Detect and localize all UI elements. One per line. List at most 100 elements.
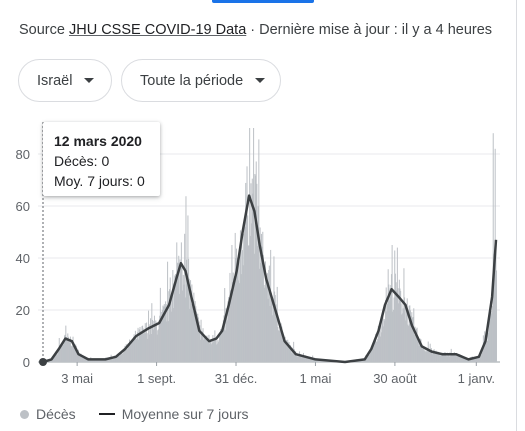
death-bar xyxy=(306,356,308,362)
death-bar xyxy=(212,335,214,362)
death-bar xyxy=(148,324,150,362)
death-bar xyxy=(64,335,66,362)
death-bar xyxy=(189,308,191,362)
death-bar xyxy=(223,315,225,362)
death-bar xyxy=(280,331,282,362)
death-bar xyxy=(109,357,111,362)
death-bar xyxy=(226,308,228,362)
avg-7-days-line xyxy=(42,194,498,364)
death-bar xyxy=(59,349,61,362)
death-bar xyxy=(302,357,304,362)
death-bar xyxy=(232,272,234,362)
death-bar xyxy=(414,326,416,362)
death-bar xyxy=(106,359,108,362)
death-bar xyxy=(447,356,449,362)
death-bar xyxy=(79,353,81,362)
death-bar xyxy=(85,358,87,362)
death-bar xyxy=(402,313,404,362)
death-bar xyxy=(415,328,417,362)
death-bar xyxy=(73,345,75,362)
death-bar xyxy=(436,353,438,362)
death-bar xyxy=(398,279,400,362)
death-bar xyxy=(494,261,496,362)
death-bar xyxy=(288,341,290,362)
death-bar xyxy=(180,262,182,362)
death-bar xyxy=(262,254,264,362)
death-bar xyxy=(74,349,76,362)
death-bar xyxy=(218,341,220,362)
death-bar xyxy=(102,359,104,362)
source-link[interactable]: JHU CSSE COVID-19 Data xyxy=(68,22,247,38)
death-bar xyxy=(188,278,190,362)
death-bar xyxy=(481,352,483,362)
death-bar xyxy=(142,325,144,362)
death-bar xyxy=(235,258,237,362)
death-bar xyxy=(139,326,141,362)
death-bar xyxy=(480,354,482,362)
death-bar xyxy=(385,287,387,362)
death-bar xyxy=(301,357,303,362)
death-bar xyxy=(234,232,236,362)
death-bar xyxy=(73,342,75,362)
period-dropdown[interactable]: Toute la période xyxy=(121,59,281,102)
death-bar xyxy=(401,303,403,362)
death-bar xyxy=(144,323,146,362)
death-bar xyxy=(109,357,111,362)
death-bar xyxy=(445,353,447,362)
legend-line-icon xyxy=(98,413,115,415)
death-bar xyxy=(164,306,166,362)
death-bar xyxy=(438,353,440,362)
death-bar xyxy=(205,337,207,362)
death-bar xyxy=(258,268,261,362)
death-bar xyxy=(463,357,465,362)
death-bar xyxy=(197,317,199,362)
death-bar xyxy=(194,301,196,362)
death-bar xyxy=(287,344,289,362)
death-bar xyxy=(379,324,381,362)
death-bar xyxy=(201,331,203,362)
death-bar xyxy=(234,276,236,362)
death-bar xyxy=(283,335,285,362)
death-bar xyxy=(474,359,476,362)
death-bar xyxy=(183,284,185,362)
death-bar xyxy=(228,301,230,362)
death-bar xyxy=(123,352,125,362)
death-bar xyxy=(125,349,127,362)
death-bar xyxy=(131,340,133,362)
death-bar xyxy=(144,329,146,362)
death-bar xyxy=(394,273,396,362)
death-bar xyxy=(281,337,283,362)
y-tick-label: 80 xyxy=(16,147,30,162)
death-bar xyxy=(79,354,81,362)
death-bar xyxy=(488,332,490,362)
death-bar xyxy=(58,350,60,362)
death-bar xyxy=(299,355,301,362)
death-bar xyxy=(163,306,165,362)
death-bar xyxy=(186,259,188,362)
deaths-chart[interactable]: 0 20 40 60 80 3 mai 1 sept. 31 déc. 1 mai 30 aoû… xyxy=(0,112,516,402)
death-bar xyxy=(304,357,306,362)
death-bar xyxy=(64,334,66,362)
death-bar xyxy=(400,290,402,362)
death-bar xyxy=(300,354,302,362)
tooltip: 12 mars 2020 Décès: 0 Moy. 7 jours: 0 xyxy=(43,122,160,196)
death-bar xyxy=(135,338,137,362)
death-bar xyxy=(287,339,289,362)
death-bar xyxy=(369,354,371,362)
death-bar xyxy=(304,355,306,362)
death-bar xyxy=(232,281,234,362)
death-bar xyxy=(409,305,411,362)
death-bar xyxy=(245,182,247,362)
x-tick-label: 1 janv. xyxy=(458,371,495,386)
death-bar xyxy=(485,341,487,362)
death-bar xyxy=(429,343,431,362)
country-dropdown[interactable]: Israël xyxy=(18,59,112,102)
death-bar xyxy=(274,295,276,362)
death-bar xyxy=(313,359,315,362)
death-bar xyxy=(432,350,434,362)
death-bar xyxy=(95,359,97,362)
death-bar xyxy=(52,357,54,362)
y-tick-label: 20 xyxy=(16,303,30,318)
death-bar xyxy=(486,342,488,362)
death-bar xyxy=(446,356,448,362)
